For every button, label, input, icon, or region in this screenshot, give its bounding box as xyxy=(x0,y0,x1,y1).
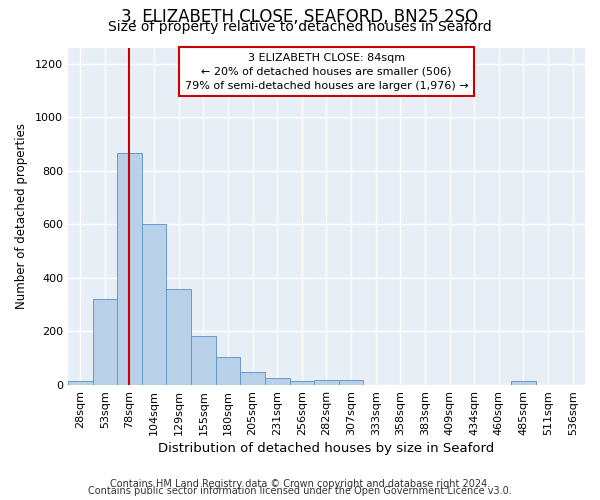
Text: Contains public sector information licensed under the Open Government Licence v3: Contains public sector information licen… xyxy=(88,486,512,496)
Bar xyxy=(339,380,364,385)
Bar xyxy=(166,288,191,385)
Bar xyxy=(191,336,215,385)
Bar xyxy=(290,381,314,385)
Text: Size of property relative to detached houses in Seaford: Size of property relative to detached ho… xyxy=(108,20,492,34)
Bar xyxy=(265,378,290,385)
Bar xyxy=(314,380,339,385)
Text: Contains HM Land Registry data © Crown copyright and database right 2024.: Contains HM Land Registry data © Crown c… xyxy=(110,479,490,489)
Bar xyxy=(215,357,240,385)
Bar xyxy=(68,381,92,385)
Bar xyxy=(240,372,265,385)
Bar xyxy=(117,154,142,385)
X-axis label: Distribution of detached houses by size in Seaford: Distribution of detached houses by size … xyxy=(158,442,494,455)
Text: 3 ELIZABETH CLOSE: 84sqm
← 20% of detached houses are smaller (506)
79% of semi-: 3 ELIZABETH CLOSE: 84sqm ← 20% of detach… xyxy=(185,52,468,90)
Bar xyxy=(92,300,117,385)
Y-axis label: Number of detached properties: Number of detached properties xyxy=(15,124,28,310)
Bar xyxy=(142,224,166,385)
Bar xyxy=(511,381,536,385)
Text: 3, ELIZABETH CLOSE, SEAFORD, BN25 2SQ: 3, ELIZABETH CLOSE, SEAFORD, BN25 2SQ xyxy=(121,8,479,26)
